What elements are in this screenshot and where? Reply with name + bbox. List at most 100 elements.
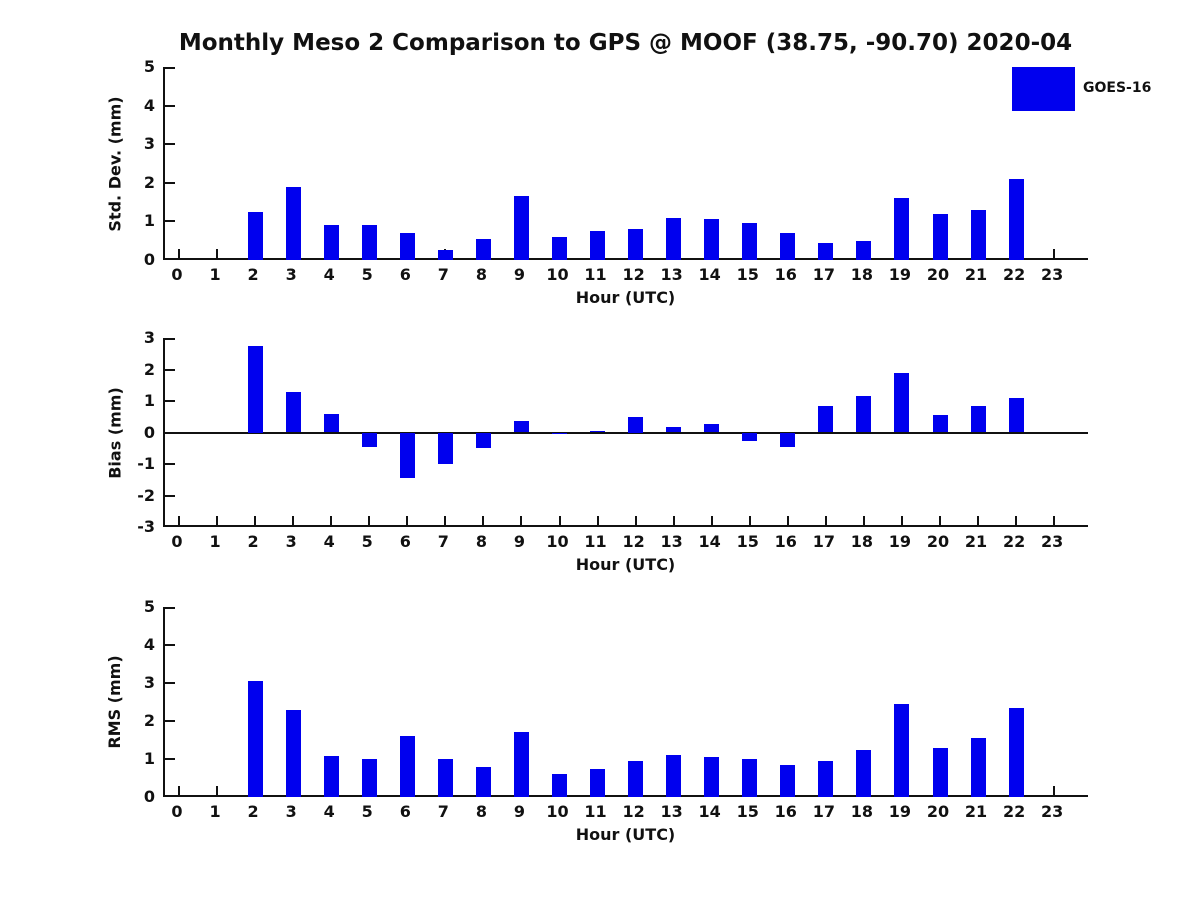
x-tick-label: 22	[1002, 802, 1026, 821]
x-tick	[406, 516, 409, 525]
x-tick-label: 7	[437, 265, 449, 284]
bar-std-dev-h9	[513, 196, 529, 260]
x-tick-label: 9	[513, 532, 525, 551]
y-tick	[165, 758, 175, 760]
x-tick-label: 12	[622, 802, 645, 821]
x-tick-label: 4	[323, 802, 335, 821]
x-tick	[558, 516, 561, 525]
bar-std-dev-h6	[399, 232, 415, 260]
bar-std-dev-h3	[285, 186, 301, 260]
x-tick-label: 1	[209, 802, 221, 821]
bar-std-dev-h14	[704, 219, 720, 260]
x-tick-label: 21	[964, 802, 988, 821]
x-tick	[292, 516, 295, 525]
y-tick-label: 3	[143, 328, 155, 347]
bar-rms-h17	[818, 760, 834, 797]
y-tick	[165, 220, 175, 223]
x-tick-label: 14	[698, 265, 721, 284]
y-tick	[165, 682, 175, 684]
bar-bias-h6	[399, 432, 415, 479]
bar-std-dev-h2	[247, 211, 263, 260]
y-tick	[165, 463, 175, 465]
x-tick-label: 3	[285, 532, 297, 551]
bar-std-dev-h4	[323, 225, 339, 260]
x-tick-label: 22	[1002, 265, 1026, 284]
bar-bias-h9	[513, 421, 529, 433]
bar-rms-h9	[513, 732, 529, 797]
x-tick	[178, 786, 180, 795]
x-tick-label: 3	[285, 802, 297, 821]
y-tick	[165, 494, 175, 497]
x-tick-label: 15	[736, 532, 759, 551]
bar-std-dev-h7	[437, 250, 453, 260]
x-tick-label: 12	[622, 265, 645, 284]
x-tick-label: 10	[546, 532, 569, 551]
x-tick	[444, 516, 447, 525]
bar-rms-h18	[856, 749, 872, 797]
y-tick-label: 1	[143, 749, 155, 768]
bar-rms-h19	[894, 703, 910, 797]
bar-rms-h8	[475, 767, 491, 797]
bar-rms-h13	[666, 755, 682, 797]
x-tick-label: 11	[584, 802, 607, 821]
bar-bias-h12	[628, 416, 644, 433]
bar-std-dev-h15	[742, 223, 758, 260]
y-tick-label: -1	[137, 454, 155, 473]
x-tick-label: 13	[660, 532, 683, 551]
y-tick	[165, 400, 175, 402]
bar-std-dev-h12	[628, 229, 644, 260]
bar-bias-h16	[780, 432, 796, 447]
x-tick-label: 23	[1041, 265, 1064, 284]
x-axis-label-std-dev: Hour (UTC)	[575, 288, 676, 307]
bar-std-dev-h21	[970, 209, 986, 260]
x-tick-label: 16	[774, 802, 797, 821]
x-tick	[482, 516, 485, 525]
x-tick	[520, 516, 523, 525]
x-tick	[1053, 786, 1056, 795]
x-tick-label: 6	[399, 802, 411, 821]
x-tick	[254, 516, 257, 525]
y-tick-label: 0	[143, 787, 155, 806]
bar-rms-h12	[628, 760, 644, 797]
x-tick-label: 16	[774, 265, 797, 284]
y-tick-label: 4	[143, 635, 155, 654]
x-tick-label: 23	[1041, 802, 1064, 821]
bar-std-dev-h19	[894, 198, 910, 260]
y-tick-label: -3	[137, 517, 155, 536]
y-tick	[165, 720, 175, 722]
x-tick-label: 8	[475, 265, 487, 284]
x-tick-label: 7	[437, 802, 449, 821]
y-tick-label: 0	[143, 422, 155, 442]
y-tick-label: 4	[143, 95, 155, 115]
bar-rms-h16	[780, 764, 796, 797]
x-tick	[900, 516, 903, 525]
bar-std-dev-h20	[932, 213, 948, 260]
y-tick-label: 3	[143, 673, 155, 692]
x-tick-label: 9	[513, 265, 525, 284]
x-tick-label: 14	[698, 532, 721, 551]
y-tick-label: 2	[143, 711, 155, 730]
bar-bias-h18	[856, 396, 872, 433]
y-tick	[165, 338, 175, 340]
bar-rms-h6	[399, 736, 415, 797]
bar-rms-h10	[552, 774, 567, 797]
bar-bias-h21	[970, 405, 986, 433]
x-tick-label: 18	[850, 532, 874, 551]
bar-std-dev-h13	[666, 217, 682, 260]
bar-rms-h3	[285, 709, 301, 797]
y-tick-label: 5	[143, 57, 155, 76]
x-tick-label: 3	[285, 265, 297, 284]
x-tick	[710, 516, 713, 525]
x-tick-label: 5	[361, 802, 373, 821]
x-tick-label: 17	[812, 265, 835, 284]
plot-area-rms	[163, 607, 1088, 797]
bar-bias-h19	[894, 372, 910, 433]
bar-rms-h2	[247, 681, 263, 797]
plot-area-bias	[163, 338, 1088, 527]
chart-title: Monthly Meso 2 Comparison to GPS @ MOOF …	[178, 30, 1073, 56]
x-tick	[330, 516, 333, 525]
x-tick-label: 22	[1002, 532, 1026, 551]
bar-std-dev-h17	[818, 242, 834, 260]
x-tick-label: 14	[698, 802, 721, 821]
x-tick-label: 9	[513, 802, 525, 821]
